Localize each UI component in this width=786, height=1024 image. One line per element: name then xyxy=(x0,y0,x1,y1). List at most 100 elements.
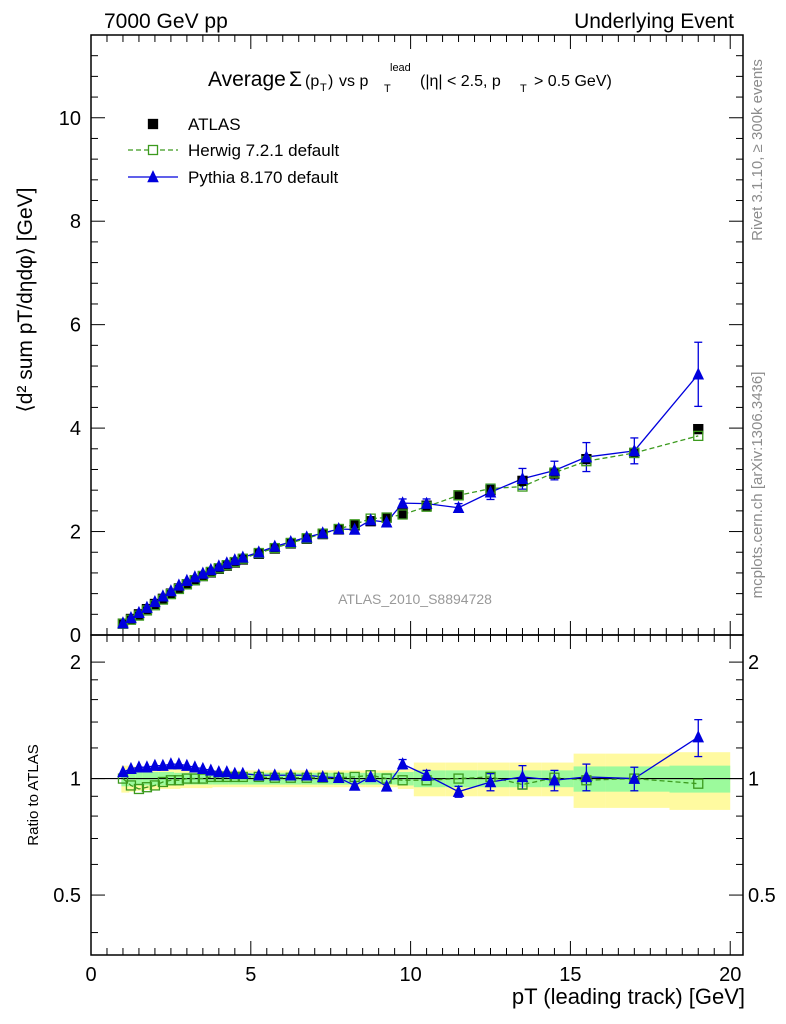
ratio-y-tick-label-right: 1 xyxy=(748,769,759,791)
chart-title-part: (|η| < 2.5, p xyxy=(420,73,501,90)
pythia-marker xyxy=(548,463,561,476)
pythia-ratio-marker xyxy=(157,758,169,771)
pythia-marker xyxy=(316,526,329,539)
herwig-marker xyxy=(397,509,408,520)
pythia-ratio-marker xyxy=(117,765,129,778)
legend-atlas-label: ATLAS xyxy=(188,115,241,134)
pythia-ratio-line xyxy=(122,736,699,793)
pythia-marker xyxy=(237,550,249,563)
herwig-marker xyxy=(453,490,464,501)
pythia-ratio-marker xyxy=(516,769,529,783)
pythia-marker xyxy=(284,534,297,548)
herwig-ratio-marker xyxy=(197,773,209,784)
ratio-y-tick-label: 0.5 xyxy=(53,885,81,907)
herwig-ratio-marker xyxy=(125,780,137,791)
legend-atlas-marker xyxy=(147,118,159,130)
atlas-marker xyxy=(453,490,464,501)
pythia-marker xyxy=(197,566,209,579)
atlas-marker xyxy=(693,423,704,435)
pythia-marker xyxy=(380,515,393,528)
pythia-ratio-marker xyxy=(348,778,361,791)
pythia-line xyxy=(122,373,699,624)
x-tick-label: 10 xyxy=(399,964,421,986)
chart-title-part: vs p xyxy=(339,73,368,90)
y-tick-label: 8 xyxy=(70,211,81,233)
chart-title-part: Σ xyxy=(289,68,302,91)
chart-title-part: Average xyxy=(208,68,286,91)
ratio-y-tick-label-right: 2 xyxy=(748,652,759,674)
x-axis-label: pT (leading track) [GeV] xyxy=(512,984,745,1009)
pythia-marker xyxy=(300,530,313,543)
y-tick-label: 0 xyxy=(70,625,81,647)
x-tick-label: 20 xyxy=(719,964,741,986)
pythia-ratio-marker xyxy=(692,730,705,743)
y-tick-label: 10 xyxy=(59,108,81,130)
pythia-ratio-marker xyxy=(380,779,393,792)
legend: ATLAS Herwig 7.2.1 default Pythia 8.170 de… xyxy=(128,115,339,187)
x-tick-label: 5 xyxy=(245,964,256,986)
y-axis-label: ⟨d² sum pT/dηdφ⟩ [GeV] xyxy=(14,188,37,413)
pythia-marker xyxy=(452,500,465,514)
herwig-ratio-marker xyxy=(453,773,464,784)
ratio-y-tick-label: 1 xyxy=(70,769,81,791)
pythia-marker xyxy=(692,367,705,380)
ratio-y-axis-label: Ratio to ATLAS xyxy=(25,744,42,845)
header-left: 7000 GeV pp xyxy=(104,10,228,33)
pythia-ratio-marker xyxy=(197,761,209,775)
pythia-ratio-marker xyxy=(268,768,281,781)
herwig-ratio-marker xyxy=(141,782,153,793)
pythia-marker xyxy=(420,496,433,509)
pythia-marker xyxy=(205,562,217,576)
pythia-ratio-marker xyxy=(165,757,177,770)
legend-herwig-marker xyxy=(147,144,159,156)
ratio-y-tick-label-right: 0.5 xyxy=(748,885,776,907)
pythia-ratio-marker xyxy=(284,768,297,781)
pythia-marker xyxy=(628,443,641,457)
pythia-ratio-marker xyxy=(149,758,161,771)
pythia-ratio-marker xyxy=(300,768,313,781)
pythia-ratio-marker xyxy=(221,765,233,778)
ratio-y-tick-label: 2 xyxy=(70,652,81,674)
y-tick-label: 2 xyxy=(70,522,81,544)
pythia-ratio-marker xyxy=(133,760,145,773)
pythia-ratio-marker xyxy=(396,757,409,770)
y-tick-label: 4 xyxy=(70,418,81,440)
header-right: Underlying Event xyxy=(574,10,734,33)
ratio-panel-frame xyxy=(90,634,744,956)
pythia-ratio-marker xyxy=(548,773,561,786)
pythia-marker xyxy=(268,539,281,552)
x-tick-label: 0 xyxy=(85,964,96,986)
herwig-ratio-marker xyxy=(397,775,408,786)
mcplots-label: mcplots.cern.ch [arXiv:1306.3436] xyxy=(749,372,766,599)
pythia-ratio-marker xyxy=(189,760,201,773)
pythia-marker xyxy=(396,496,409,509)
pythia-ratio-marker xyxy=(364,769,377,783)
pythia-ratio-marker xyxy=(452,784,465,797)
chart-title-part: (p xyxy=(305,73,319,90)
pythia-ratio-marker xyxy=(181,758,193,771)
chart-title-part: lead xyxy=(390,62,411,74)
herwig-ratio-marker xyxy=(157,776,169,788)
pythia-ratio-marker xyxy=(213,765,225,778)
pythia-ratio-marker xyxy=(628,771,641,784)
herwig-ratio-marker xyxy=(173,775,185,786)
analysis-label: ATLAS_2010_S8894728 xyxy=(338,591,492,607)
pythia-ratio-marker xyxy=(332,770,345,783)
herwig-ratio-marker xyxy=(149,780,161,791)
chart-title-part: ) xyxy=(328,73,333,90)
chart-title-part: T xyxy=(384,83,391,95)
pythia-ratio-marker xyxy=(237,766,249,779)
herwig-ratio-marker xyxy=(189,773,201,784)
pythia-marker xyxy=(580,450,593,463)
pythia-ratio-marker xyxy=(484,775,497,788)
pythia-marker xyxy=(181,573,193,586)
pythia-marker xyxy=(332,522,345,535)
pythia-marker xyxy=(516,471,529,485)
pythia-ratio-marker xyxy=(420,768,433,781)
x-tick-label: 15 xyxy=(559,964,581,986)
rivet-label: Rivet 3.1.10, ≥ 300k events xyxy=(749,59,766,241)
pythia-ratio-marker xyxy=(205,763,217,776)
pythia-marker xyxy=(484,485,497,498)
herwig-ratio-marker xyxy=(165,775,177,786)
